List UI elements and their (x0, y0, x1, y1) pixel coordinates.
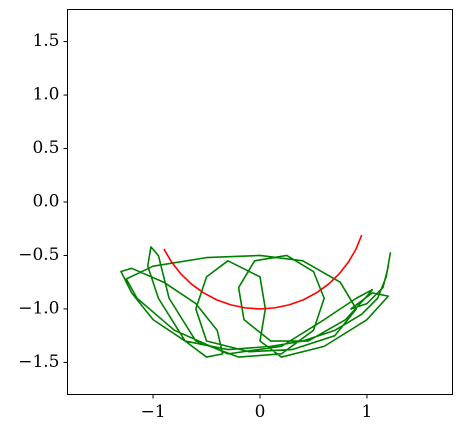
x-tick-label: 1 (362, 402, 373, 422)
x-tick-label: −1 (141, 402, 166, 422)
x-tick-label: 0 (255, 402, 266, 422)
plot-frame (67, 9, 453, 395)
trajectory-line (163, 234, 363, 310)
y-tick-label: 1.5 (32, 31, 59, 51)
y-tick-label: 0.5 (32, 138, 59, 158)
y-tick-label: −0.5 (18, 245, 59, 265)
y-tick-label: 1.0 (32, 85, 59, 105)
y-tick-label: −1.0 (18, 298, 59, 318)
y-tick-label: 0.0 (32, 192, 59, 212)
trajectory-line (120, 246, 392, 358)
y-tick-label: −1.5 (18, 352, 59, 372)
